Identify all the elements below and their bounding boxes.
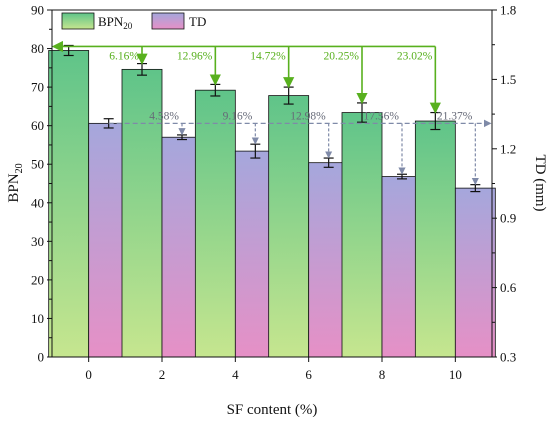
x-tick-label: 10 (449, 367, 462, 382)
x-tick-label: 4 (232, 367, 239, 382)
bpn-bar (268, 95, 310, 358)
x-tick-label: 2 (159, 367, 166, 382)
left-tick-label: 80 (31, 41, 44, 56)
left-tick-label: 10 (31, 311, 44, 326)
legend-label-bpn: BPN20 (98, 14, 133, 31)
right-tick-label: 0.9 (500, 211, 516, 226)
legend-swatch-bpn (61, 12, 95, 30)
legend-label-td: TD (189, 14, 206, 29)
x-axis-title: SF content (%) (227, 402, 318, 418)
td-reduction-label: 12.98% (290, 110, 326, 122)
td-reduction-label: 4.58% (149, 110, 179, 122)
bpn-bar (48, 50, 90, 358)
x-axis: 0 2 4 6 8 10 (85, 357, 462, 382)
left-tick-label: 60 (31, 118, 44, 133)
bpn-reduction-label: 20.25% (324, 50, 360, 62)
annotations-layer: 6.16% 4.58% 12.96% 9.16% 14.72% 12.98% 20.25% 1… (51, 40, 492, 186)
right-tick-label: 1.5 (500, 72, 516, 87)
bpn-reduction-label: 12.96% (177, 50, 213, 62)
bpn-reduction-label: 23.02% (397, 50, 433, 62)
left-tick-label: 70 (31, 80, 44, 95)
x-tick-label: 6 (305, 367, 312, 382)
right-tick-label: 0.6 (500, 280, 517, 295)
td-reduction-label: 17.56% (364, 110, 400, 122)
bpn-reduction-label: 6.16% (109, 50, 139, 62)
td-reduction-label: 9.16% (223, 110, 253, 122)
left-tick-label: 40 (31, 195, 44, 210)
left-tick-label: 50 (31, 157, 44, 172)
right-axis-title: TD (mm) (532, 154, 548, 211)
bpn-bar (341, 112, 383, 358)
legend-swatch-td (151, 12, 185, 30)
right-tick-label: 1.2 (500, 141, 516, 156)
right-axis: 0.3 0.6 0.9 1.2 1.5 1.8 (492, 3, 517, 365)
left-tick-label: 90 (31, 3, 44, 18)
td-bar (454, 187, 496, 358)
x-tick-label: 8 (379, 367, 386, 382)
left-tick-label: 0 (38, 350, 45, 365)
bpn-bar (414, 120, 456, 358)
left-axis: 0 10 20 30 40 50 60 70 80 90 (31, 3, 52, 365)
left-tick-label: 30 (31, 234, 44, 249)
left-axis-title: BPN20 (6, 163, 25, 202)
x-tick-label: 0 (85, 367, 92, 382)
right-tick-label: 1.8 (500, 3, 516, 18)
left-tick-label: 20 (31, 272, 44, 287)
bpn-reduction-label: 14.72% (250, 50, 286, 62)
bars-layer (48, 44, 496, 358)
right-tick-label: 0.3 (500, 350, 516, 365)
legend: BPN20 TD (61, 12, 206, 31)
td-reduction-label: 21.37% (437, 110, 473, 122)
bpn-bar (194, 89, 236, 358)
